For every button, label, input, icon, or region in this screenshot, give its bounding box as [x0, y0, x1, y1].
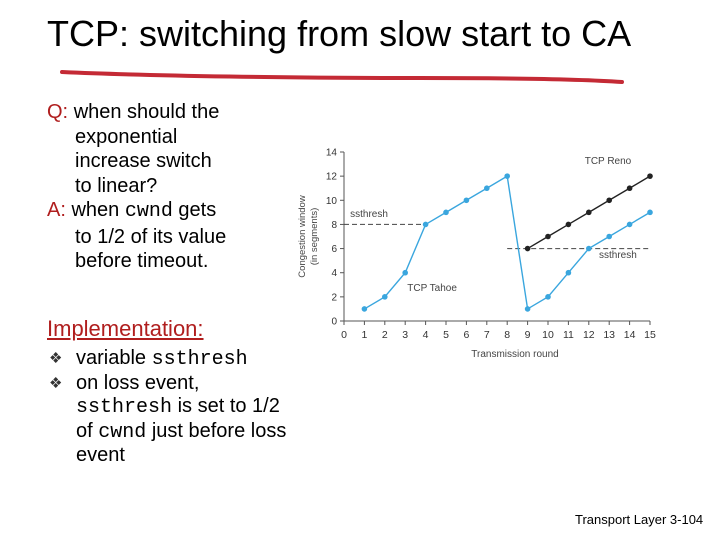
y-tick-label: 4 — [331, 268, 337, 279]
bullet1-code: ssthresh — [151, 348, 248, 371]
x-tick-label: 3 — [402, 329, 408, 341]
chart-annotation: TCP Tahoe — [407, 283, 457, 294]
x-tick-label: 13 — [603, 329, 615, 341]
bullet-item-2: ❖ on loss event, ssthresh is set to 1/2 … — [47, 372, 347, 468]
a-line-2: to 1/2 of its value — [75, 225, 227, 248]
implementation-heading: Implementation: — [47, 316, 204, 341]
a-line1-text: when — [71, 199, 120, 221]
data-point-tcp-tahoe — [524, 306, 531, 312]
data-point-tcp-tahoe — [382, 294, 388, 300]
data-point-tcp-reno — [647, 173, 653, 179]
qa-block: Q: when should the exponential increase … — [47, 100, 226, 274]
data-point-tcp-tahoe — [361, 306, 368, 312]
y-tick-label: 14 — [326, 148, 338, 159]
bullet2-line2: ssthresh is set to 1/2 — [76, 395, 347, 420]
bullet2-line3: of cwnd just before loss — [76, 420, 347, 445]
data-point-tcp-reno — [565, 221, 572, 228]
a-line1-tail: gets — [178, 199, 217, 221]
y-tick-label: 6 — [331, 244, 337, 255]
q-line-3: to linear? — [75, 174, 158, 197]
q-label: Q: — [47, 101, 69, 123]
a-line-3: before timeout. — [75, 250, 209, 272]
data-point-tcp-tahoe — [626, 221, 633, 228]
x-tick-label: 10 — [542, 329, 554, 341]
chart-annotation: ssthresh — [350, 209, 388, 220]
x-tick-label: 12 — [583, 329, 595, 341]
y-tick-label: 12 — [326, 172, 338, 183]
bullet-arrow-icon: ❖ — [49, 374, 63, 392]
x-tick-label: 6 — [463, 329, 469, 341]
y-tick-label: 10 — [326, 196, 338, 207]
data-point-tcp-tahoe — [422, 221, 429, 228]
data-point-tcp-tahoe — [606, 233, 612, 240]
x-tick-label: 2 — [382, 329, 388, 341]
x-tick-label: 11 — [563, 329, 574, 341]
data-point-tcp-tahoe — [545, 294, 551, 300]
q-line-1: exponential — [75, 125, 178, 148]
bullet2-tail1: is set to 1/2 — [177, 395, 280, 417]
y-tick-label: 0 — [331, 317, 337, 328]
data-point-tcp-reno — [524, 245, 531, 252]
data-point-tcp-reno — [545, 233, 551, 240]
q-line-0: when should the — [73, 101, 220, 123]
x-tick-label: 14 — [624, 329, 636, 341]
data-point-tcp-tahoe — [565, 269, 572, 276]
x-tick-label: 7 — [484, 329, 490, 341]
bullet2-code1: ssthresh — [76, 396, 173, 419]
footer-page-number: 3-104 — [669, 512, 704, 527]
q-line-2: increase switch — [75, 150, 212, 172]
question-line: Q: when should the — [47, 100, 226, 125]
y-tick-label: 8 — [331, 220, 337, 231]
x-axis-label: Transmission round — [471, 349, 558, 360]
y-tick-label: 2 — [331, 292, 337, 303]
x-tick-label: 5 — [443, 329, 449, 341]
slide-footer: Transport Layer 3-104 — [575, 512, 703, 527]
chart-annotation: TCP Reno — [585, 156, 632, 167]
bullet2-code2: cwnd — [98, 420, 147, 444]
y-axis-label: Congestion window — [297, 195, 308, 278]
bullet-item-1: ❖ variable ssthresh — [47, 347, 347, 372]
data-point-tcp-tahoe — [586, 245, 592, 252]
bullet-arrow-icon: ❖ — [49, 350, 63, 367]
footer-label: Transport Layer — [575, 512, 667, 527]
data-point-tcp-reno — [586, 209, 592, 216]
data-point-tcp-reno — [626, 185, 633, 192]
data-point-tcp-tahoe — [463, 197, 470, 204]
data-point-tcp-tahoe — [504, 173, 510, 179]
x-tick-label: 8 — [504, 329, 510, 341]
x-tick-label: 15 — [644, 329, 656, 341]
a-label: A: — [47, 199, 66, 221]
bullet-list: ❖ variable ssthresh ❖ on loss event, sst… — [47, 347, 347, 468]
x-tick-label: 9 — [525, 329, 531, 341]
chart-annotation: ssthresh — [599, 250, 637, 261]
data-point-tcp-tahoe — [443, 209, 449, 216]
bullet1-text: variable — [76, 347, 147, 369]
y-axis-label-unit: (in segments) — [309, 208, 320, 266]
data-point-tcp-tahoe — [647, 209, 653, 216]
bullet2-line1: on loss event, — [76, 371, 200, 394]
a-line1-code: cwnd — [124, 200, 173, 223]
x-tick-label: 4 — [423, 329, 429, 341]
slide-title: TCP: switching from slow start to CA — [47, 13, 632, 54]
bullet2-of: of — [76, 419, 93, 442]
bullet2-tail2: just before loss — [151, 419, 287, 442]
x-tick-label: 1 — [361, 329, 367, 341]
answer-line: A: when cwnd gets — [47, 198, 226, 225]
bullet2-line4: event — [76, 444, 125, 466]
data-point-tcp-tahoe — [402, 269, 408, 276]
x-tick-label: 0 — [341, 329, 347, 341]
data-point-tcp-tahoe — [484, 185, 490, 192]
data-point-tcp-reno — [606, 197, 612, 204]
